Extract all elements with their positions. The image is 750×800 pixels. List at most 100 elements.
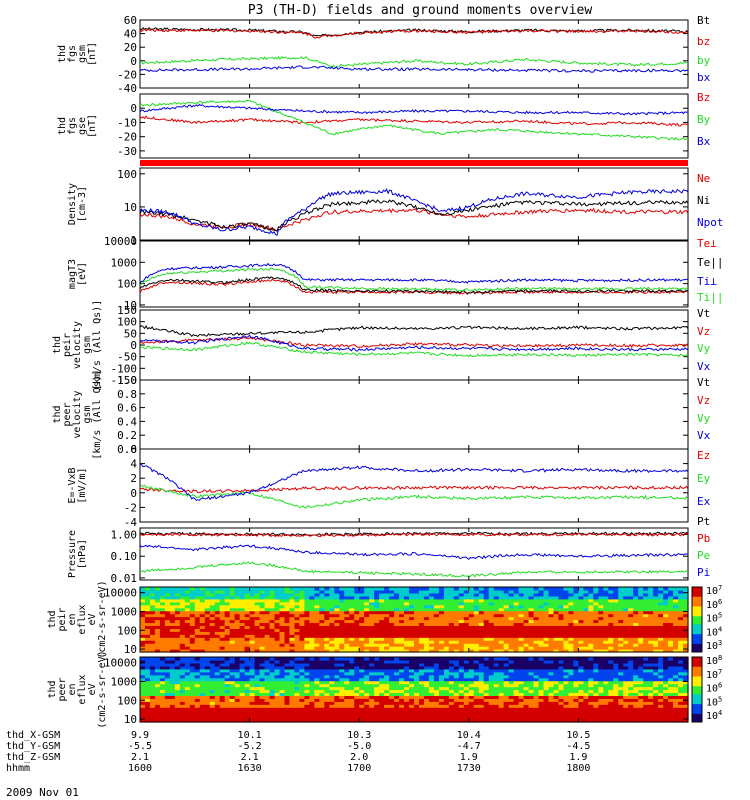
heatmap-cell [244,707,251,711]
heatmap-cell [648,616,654,621]
heatmap-cell [603,607,609,612]
heatmap-cell [279,646,286,650]
heatmap-cell [214,662,221,667]
heatmap-cell [164,707,171,711]
heatmap-cell [578,686,584,691]
heatmap-cell [683,601,689,606]
heatmap-cell [284,587,291,591]
heatmap-cell [334,610,340,615]
heatmap-cell [194,622,201,627]
heatmap-cell [568,601,575,606]
heatmap-cell [394,598,400,603]
heatmap-cell [364,604,370,609]
heatmap-cell [613,686,619,691]
heatmap-cell [374,662,380,667]
heatmap-cell [648,634,654,638]
heatmap-cell [140,707,146,711]
heatmap-cell [309,628,315,632]
heatmap-cell [583,692,589,697]
heatmap-cell [204,598,211,603]
heatmap-cell [623,607,629,612]
heatmap-cell [219,595,226,600]
heatmap-cell [279,598,286,603]
heatmap-cell [458,607,465,612]
series-Ez-line [139,485,689,494]
heatmap-cell [553,589,560,594]
heatmap-cell [334,628,340,632]
heatmap-cell [598,634,604,638]
heatmap-cell [628,610,634,615]
heatmap-cell [543,686,550,691]
heatmap-cell [159,610,166,615]
heatmap-cell [663,589,669,594]
heatmap-cell [259,716,266,720]
heatmap-cell [458,701,465,705]
heatmap-cell [274,713,281,717]
heatmap-cell [289,592,296,597]
heatmap-cell [184,689,191,694]
heatmap-cell [284,616,291,621]
heatmap-cell [279,659,286,664]
heatmap-cell [189,643,196,647]
heatmap-cell [568,701,575,705]
heatmap-cell [428,607,435,612]
heatmap-cell [304,677,310,682]
heatmap-cell [339,616,345,621]
heatmap-cell [533,640,540,644]
heatmap-cell [179,622,186,627]
heatmap-cell [453,662,460,667]
heatmap-cell [498,643,505,647]
heatmap-cell [533,662,540,667]
heatmap-cell [174,662,181,667]
heatmap-cell [284,662,291,667]
heatmap-cell [319,707,325,711]
heatmap-cell [279,707,286,711]
heatmap-cell [294,713,301,717]
heatmap-cell [204,634,211,638]
heatmap-cell [344,646,350,650]
heatmap-cell [618,668,624,673]
heatmap-cell [229,628,236,632]
heatmap-cell [573,719,579,723]
heatmap-cell [224,716,231,720]
heatmap-cell [563,674,570,679]
heatmap-cell [144,592,151,597]
heatmap-cell [643,646,649,650]
heatmap-cell [174,616,181,621]
heatmap-cell [493,716,500,720]
heatmap-cell [608,657,614,661]
heatmap-cell [683,622,689,627]
heatmap-cell [224,695,231,699]
heatmap-cell [269,616,276,621]
heatmap-cell [558,628,565,632]
heatmap-cell [299,604,305,609]
heatmap-cell [389,683,395,688]
heatmap-cell [498,601,505,606]
heatmap-cell [164,628,171,632]
heatmap-cell [359,595,365,600]
heatmap-cell [179,640,186,644]
heatmap-cell [349,680,355,685]
heatmap-cell [673,604,679,609]
heatmap-cell [518,604,525,609]
heatmap-cell [588,683,594,688]
heatmap-cell [374,628,380,632]
heatmap-cell [404,649,410,653]
heatmap-cell [443,628,450,632]
heatmap-cell [274,710,281,714]
heatmap-cell [618,698,624,702]
heatmap-cell [598,598,604,603]
heatmap-cell [618,646,624,650]
heatmap-cell [533,689,540,694]
heatmap-cell [663,619,669,624]
heatmap-cell [538,598,545,603]
heatmap-cell [279,634,286,638]
heatmap-cell [414,692,420,697]
heatmap-cell [159,710,166,714]
heatmap-cell [414,640,420,644]
heatmap-cell [613,640,619,644]
heatmap-cell [389,622,395,627]
heatmap-cell [404,601,410,606]
heatmap-cell [458,595,465,600]
heatmap-cell [608,707,614,711]
